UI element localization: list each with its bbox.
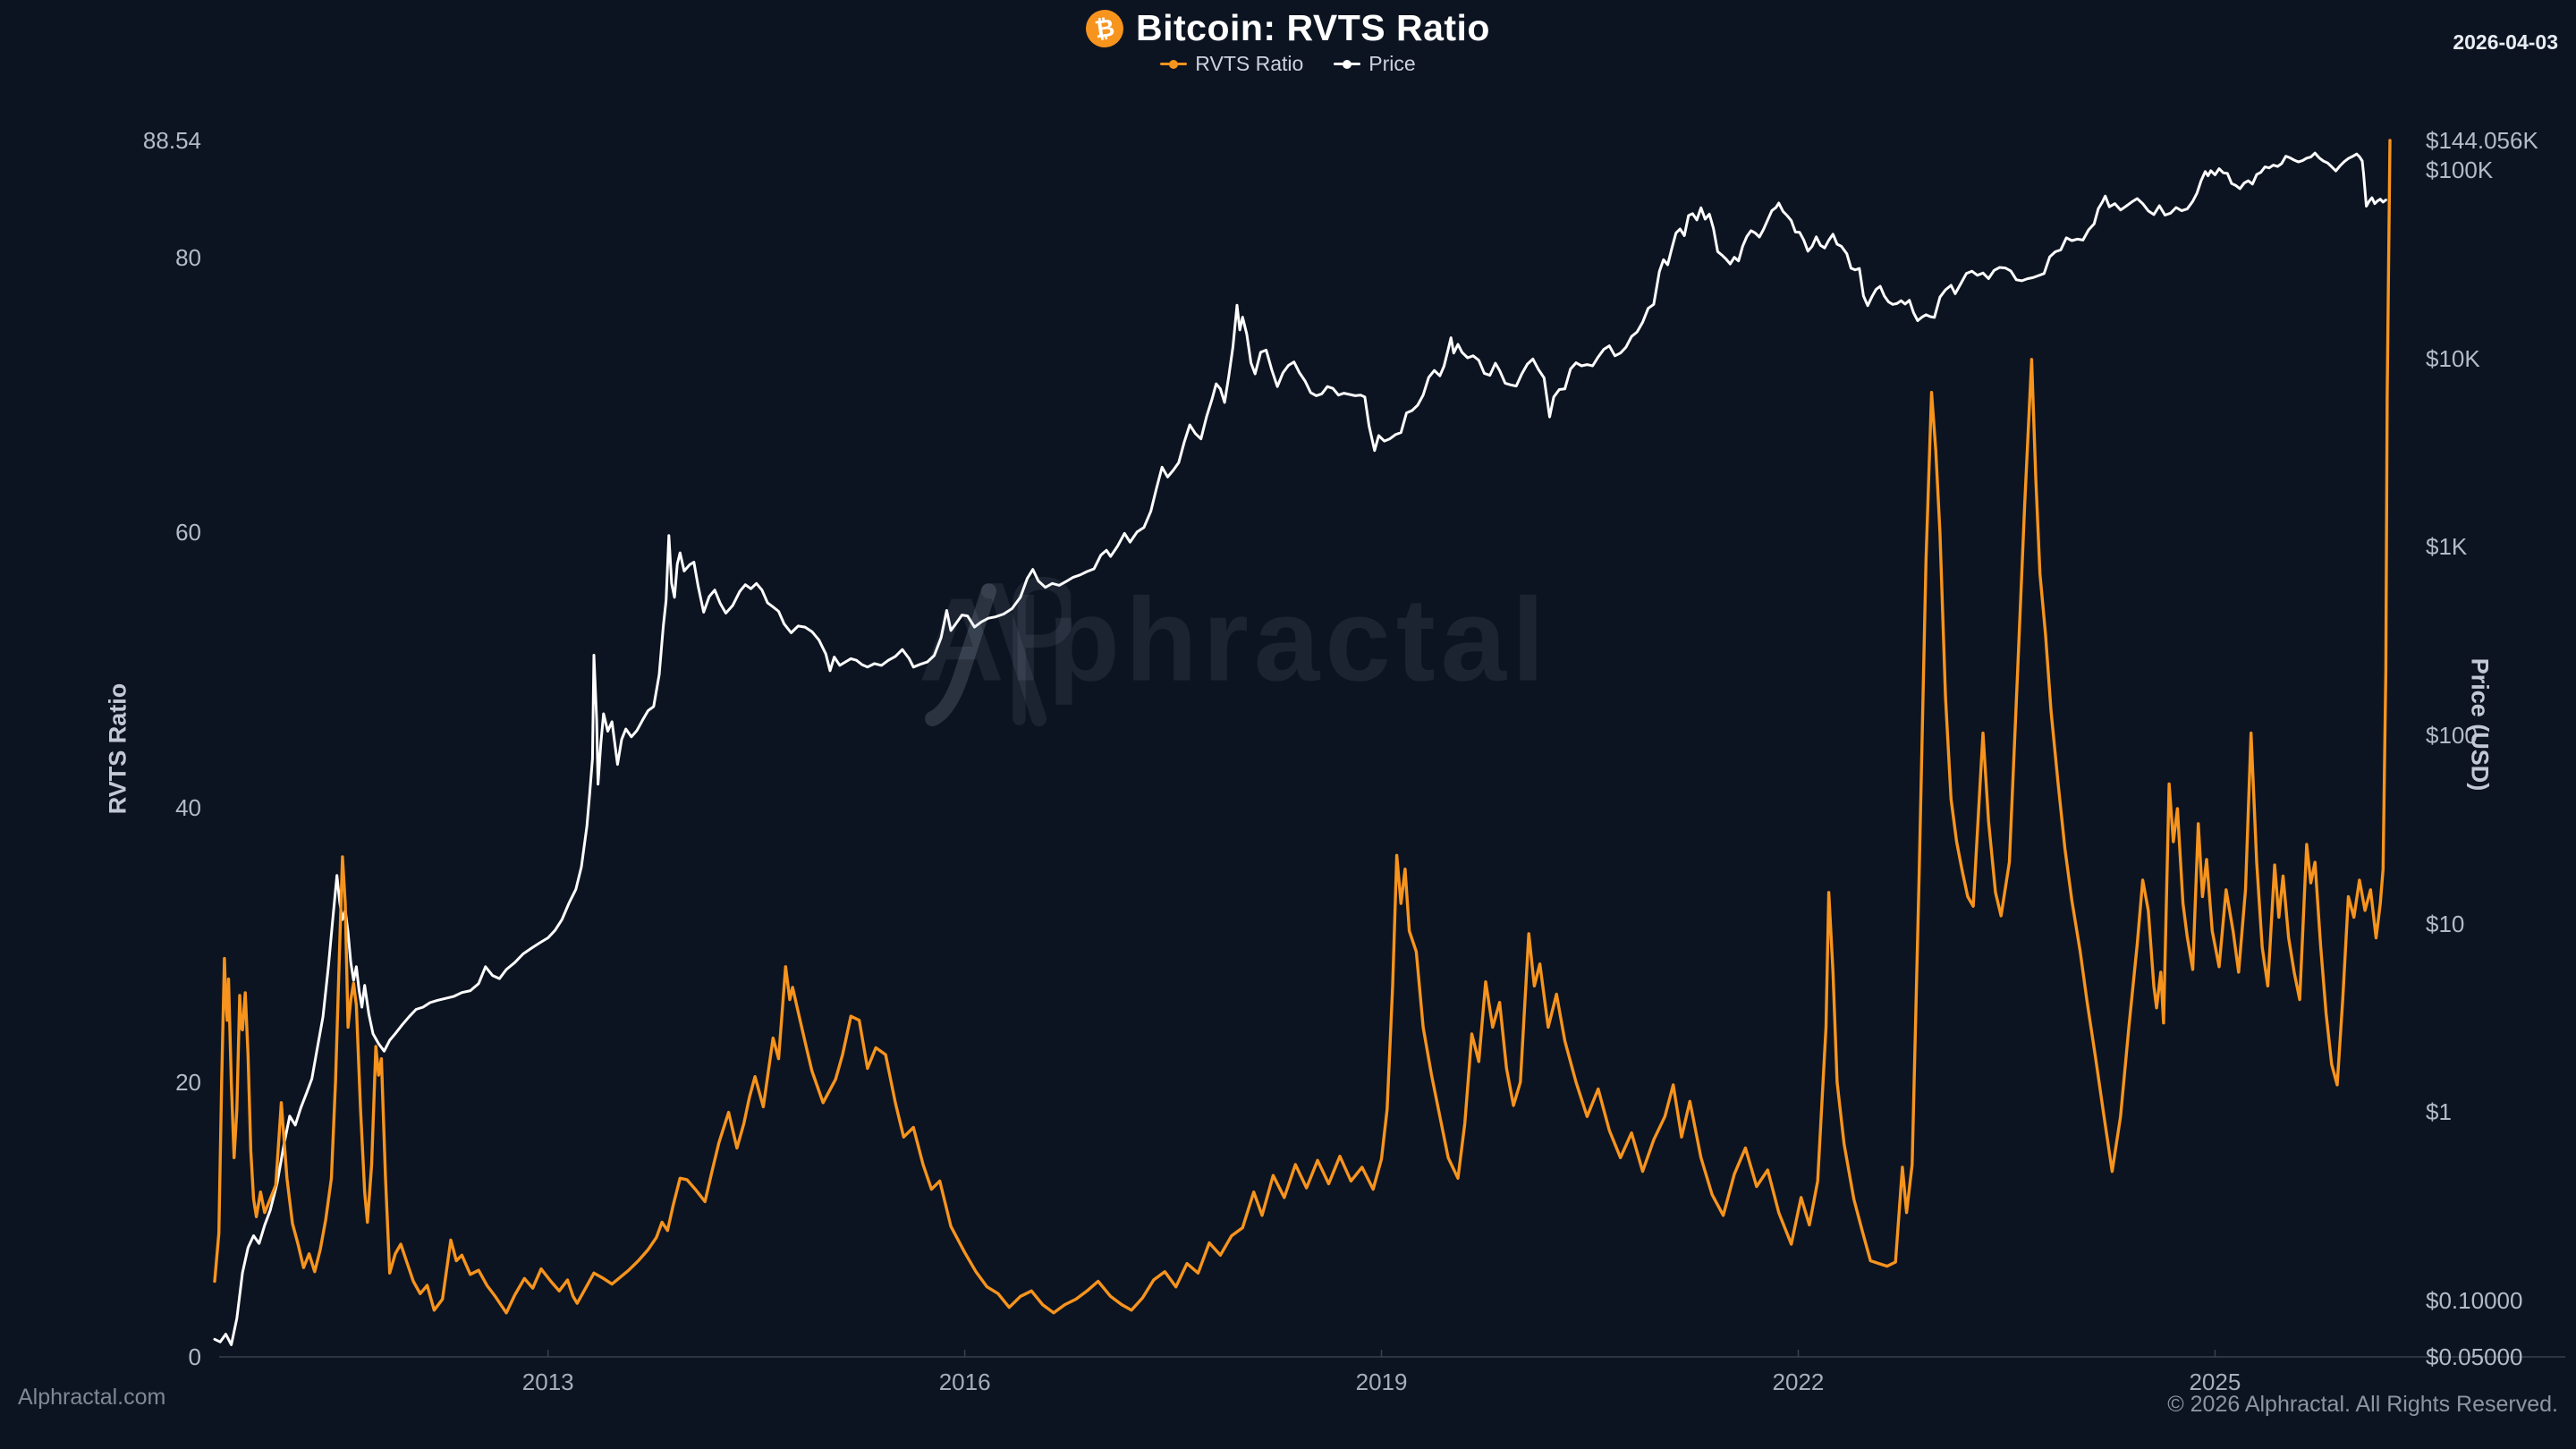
y-left-tick-label: 0	[188, 1343, 201, 1370]
y-right-tick-label: $1K	[2426, 533, 2468, 561]
y-right-tick-label: $10	[2426, 910, 2465, 937]
y-right-tick-label: $100	[2426, 721, 2478, 749]
legend-item-price[interactable]: Price	[1334, 52, 1416, 76]
y-right-tick-label: $10K	[2426, 344, 2480, 372]
y-left-tick-label: 40	[175, 793, 201, 821]
legend-marker-icon	[1160, 63, 1188, 65]
legend-marker-icon	[1334, 63, 1361, 65]
x-tick-label-2022: 2022	[1772, 1368, 1825, 1395]
y-left-axis-title: RVTS Ratio	[104, 682, 131, 815]
price-line-series[interactable]	[213, 151, 2387, 1346]
y-right-tick-label: $1	[2426, 1098, 2452, 1126]
legend-item-rvts-ratio[interactable]: RVTS Ratio	[1160, 52, 1303, 76]
x-tick-label-2016: 2016	[938, 1368, 991, 1395]
y-left-tick-label: 60	[175, 519, 201, 547]
bitcoin-icon: ₿	[1083, 6, 1126, 50]
y-right-tick-label: $0.05000	[2426, 1343, 2523, 1370]
page-title: Bitcoin: RVTS Ratio	[1136, 7, 1490, 48]
y-right-tick-label: $144.056K	[2426, 127, 2538, 154]
chart-header: ₿ Bitcoin: RVTS Ratio	[0, 6, 2576, 50]
y-right-tick-label: $0.10000	[2426, 1286, 2523, 1314]
rvts-ratio-line-series[interactable]	[213, 139, 2392, 1315]
legend-label: RVTS Ratio	[1195, 52, 1304, 75]
x-tick-label-2025: 2025	[2189, 1368, 2241, 1395]
y-right-tick-label: $100K	[2426, 157, 2494, 184]
x-axis-ticks	[547, 1350, 2216, 1357]
y-left-tick-label: 80	[175, 244, 201, 272]
x-tick-label-2019: 2019	[1355, 1368, 1408, 1395]
y-right-axis-title: Price (USD)	[2466, 657, 2494, 792]
legend-label: Price	[1368, 52, 1416, 75]
footer-copyright: © 2026 Alphractal. All Rights Reserved.	[2167, 1392, 2558, 1417]
y-left-tick-label: 88.54	[142, 127, 201, 154]
y-left-tick-label: 20	[175, 1068, 201, 1096]
legend: RVTS Ratio Price	[0, 52, 2576, 76]
x-tick-label-2013: 2013	[521, 1368, 574, 1395]
date-label: 2026-04-03	[2453, 30, 2558, 54]
footer-site-link[interactable]: Alphractal.com	[18, 1385, 166, 1410]
